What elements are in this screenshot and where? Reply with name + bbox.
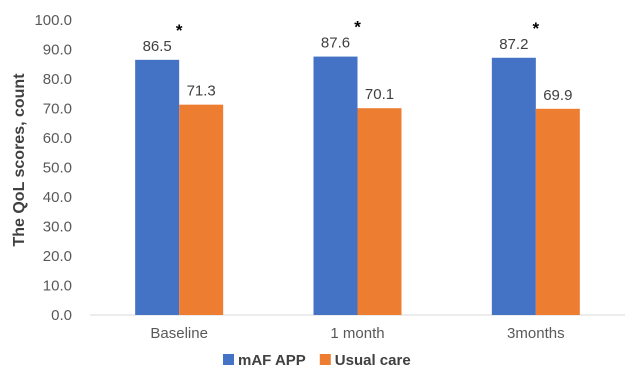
y-tick-label: 0.0 — [51, 307, 72, 324]
y-tick-label: 50.0 — [43, 160, 72, 177]
legend-label: mAF APP — [238, 352, 306, 369]
bar-maf-app — [491, 57, 536, 315]
bar-groups: 86.5*71.387.6*70.187.2*69.9 — [135, 18, 580, 316]
significance-marker: * — [533, 19, 540, 38]
x-tick-label: Baseline — [150, 325, 208, 342]
y-tick-label: 10.0 — [43, 278, 72, 295]
bar-usual-care — [535, 108, 580, 315]
significance-marker: * — [176, 21, 183, 40]
data-label: 87.2 — [499, 36, 528, 53]
legend-swatch — [223, 354, 234, 365]
x-tick-label: 3months — [507, 325, 565, 342]
bar-usual-care — [179, 104, 224, 315]
y-tick-label: 40.0 — [43, 189, 72, 206]
y-tick-label: 60.0 — [43, 130, 72, 147]
y-axis-label: The QoL scores, count — [11, 73, 28, 247]
x-tick-label: 1 month — [330, 325, 384, 342]
bar-usual-care — [357, 108, 402, 315]
y-tick-label: 20.0 — [43, 248, 72, 265]
legend: mAF APP Usual care — [223, 352, 411, 369]
data-label: 69.9 — [543, 87, 572, 104]
bar-maf-app — [313, 56, 358, 315]
data-label: 86.5 — [143, 38, 172, 55]
y-tick-label: 80.0 — [43, 71, 72, 88]
data-label: 71.3 — [187, 83, 216, 100]
x-tick-labels: Baseline 1 month 3months — [150, 325, 564, 342]
legend-swatch — [319, 354, 331, 365]
significance-marker: * — [354, 18, 361, 37]
data-label: 70.1 — [365, 86, 394, 103]
bar-maf-app — [135, 59, 180, 316]
data-label: 87.6 — [321, 35, 350, 52]
y-tick-label: 70.0 — [43, 101, 72, 118]
y-tick-label: 90.0 — [43, 42, 72, 59]
legend-label: Usual care — [335, 352, 411, 369]
y-tick-label: 100.0 — [34, 12, 72, 29]
y-tick-label: 30.0 — [43, 219, 72, 236]
y-tick-labels: 0.0 10.0 20.0 30.0 40.0 50.0 60.0 70.0 80.0 90.0 1… — [34, 12, 72, 324]
